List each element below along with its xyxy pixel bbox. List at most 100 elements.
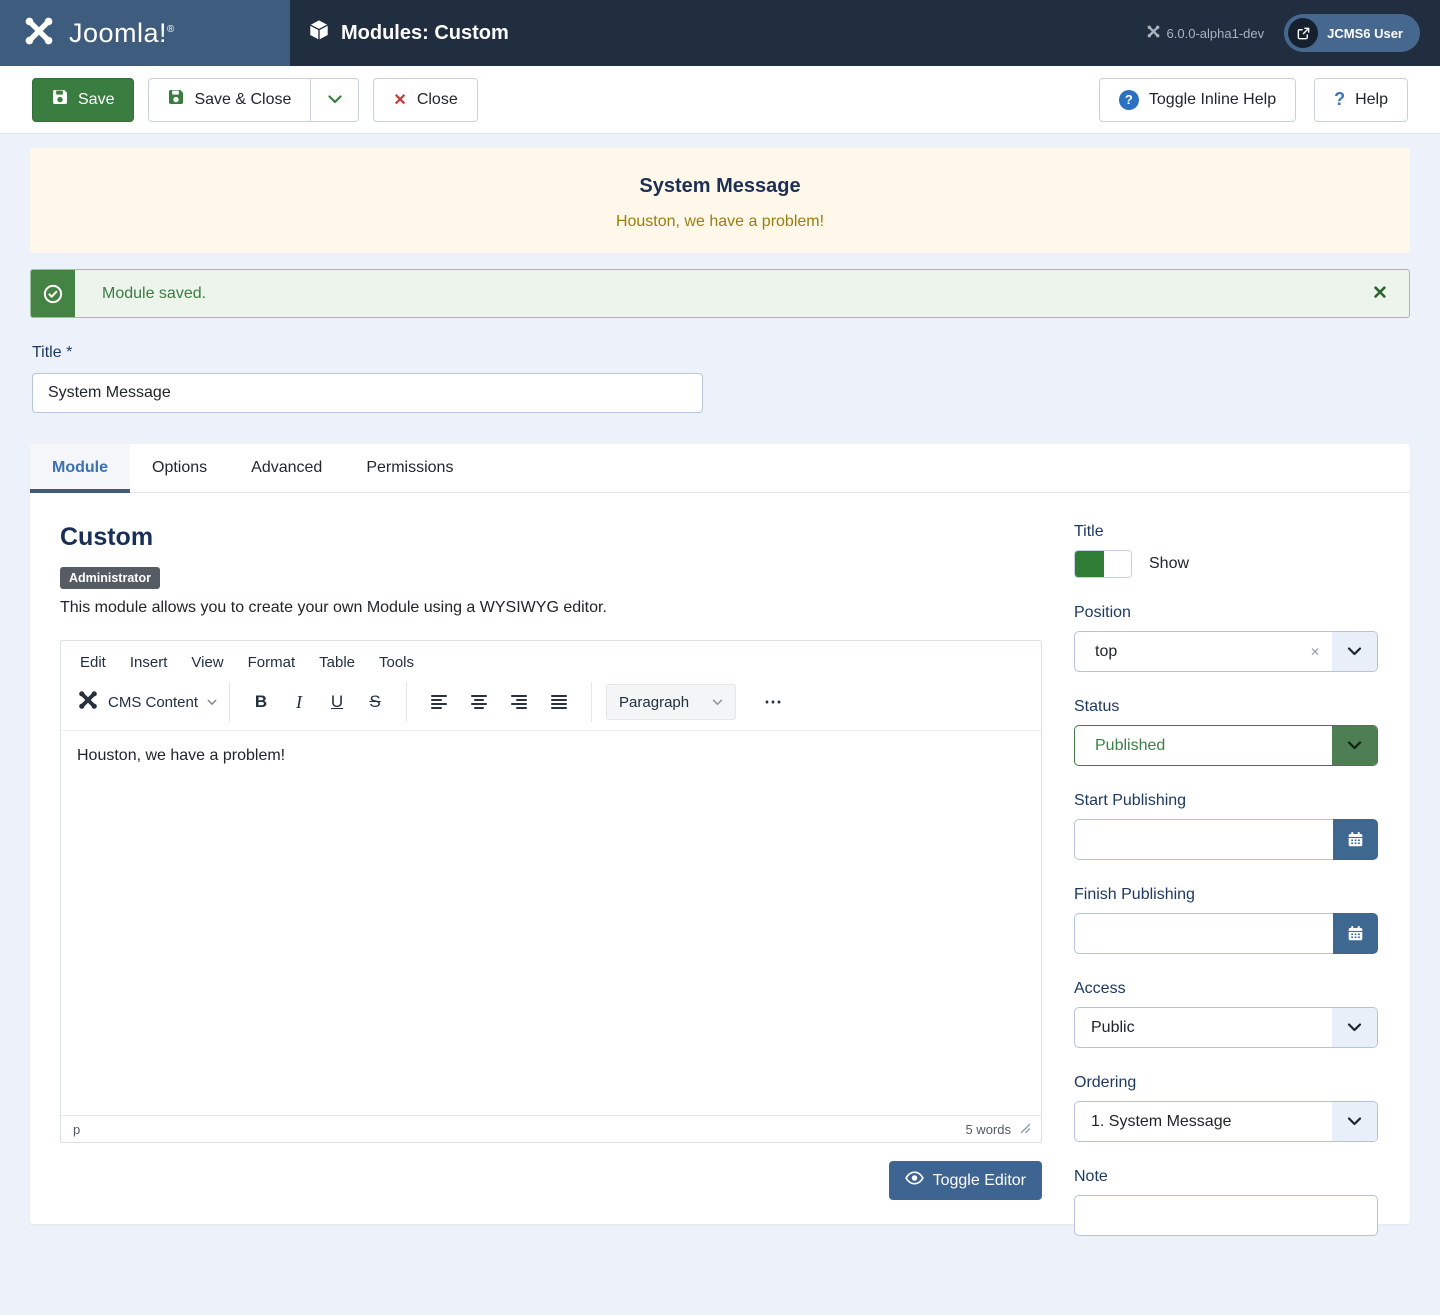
chevron-down-icon[interactable] — [1332, 1008, 1377, 1047]
toggle-editor-label: Toggle Editor — [932, 1171, 1026, 1189]
cms-content-dropdown[interactable]: CMS Content — [73, 685, 221, 719]
chevron-down-icon[interactable] — [1332, 726, 1377, 765]
paragraph-style-dropdown[interactable]: Paragraph — [606, 684, 737, 720]
toggle-editor-button[interactable]: Toggle Editor — [888, 1161, 1042, 1200]
user-menu-button[interactable]: JCMS6 User — [1284, 14, 1420, 52]
menu-view[interactable]: View — [182, 649, 232, 676]
page-title-text: Modules: Custom — [341, 21, 509, 44]
bold-button[interactable]: B — [244, 685, 278, 719]
word-count[interactable]: 5 words — [965, 1121, 1011, 1137]
system-message-body: Houston, we have a problem! — [615, 213, 825, 230]
title-field-label: Title * — [32, 344, 73, 361]
module-tab-panel: Custom Administrator This module allows … — [30, 493, 1410, 1236]
menu-tools[interactable]: Tools — [370, 649, 423, 676]
note-field: Note — [1074, 1168, 1378, 1236]
alert-close-button[interactable]: ✕ — [1351, 270, 1409, 317]
calendar-icon[interactable] — [1333, 819, 1378, 860]
start-publishing-field: Start Publishing — [1074, 792, 1378, 860]
tab-module[interactable]: Module — [30, 444, 130, 493]
align-left-icon[interactable] — [421, 685, 457, 719]
finish-publishing-label: Finish Publishing — [1074, 886, 1195, 903]
menu-edit[interactable]: Edit — [71, 649, 115, 676]
client-badge: Administrator — [60, 567, 160, 589]
editor-menubar: Edit Insert View Format Table Tools — [61, 641, 1041, 678]
user-label: JCMS6 User — [1327, 25, 1403, 41]
finish-publishing-input[interactable] — [1074, 913, 1333, 954]
toggle-inline-help-button[interactable]: ? Toggle Inline Help — [1098, 77, 1297, 122]
align-justify-icon[interactable] — [541, 685, 577, 719]
chevron-down-icon[interactable] — [1332, 632, 1377, 671]
status-select[interactable]: Published — [1074, 725, 1378, 766]
underline-button[interactable]: U — [320, 685, 354, 719]
module-type-heading: Custom — [60, 523, 154, 551]
action-toolbar: Save Save & Close ✕ Clos — [0, 66, 1440, 134]
menu-insert[interactable]: Insert — [121, 649, 177, 676]
clear-x-icon[interactable]: ✕ — [1309, 644, 1320, 659]
toggle-on-indicator — [1075, 551, 1104, 577]
access-field: Access Public — [1074, 980, 1378, 1048]
close-button[interactable]: ✕ Close — [373, 77, 478, 122]
finish-publishing-field: Finish Publishing — [1074, 886, 1378, 954]
save-options-dropdown-button[interactable] — [311, 77, 360, 122]
align-right-icon[interactable] — [501, 685, 537, 719]
editor-content-area[interactable]: Houston, we have a problem! — [61, 730, 1041, 1115]
chevron-down-icon[interactable] — [1332, 1102, 1377, 1141]
italic-button[interactable]: I — [282, 685, 316, 719]
status-value: Published — [1095, 736, 1166, 754]
version-text: 6.0.0-alpha1-dev — [1166, 25, 1265, 41]
align-center-icon[interactable] — [461, 685, 497, 719]
access-value: Public — [1091, 1018, 1135, 1036]
strikethrough-button[interactable]: S — [358, 685, 392, 719]
element-path[interactable]: p — [73, 1121, 81, 1137]
show-title-label: Title — [1074, 523, 1104, 540]
system-message-title: System Message — [639, 175, 801, 197]
tab-bar: Module Options Advanced Permissions — [30, 444, 1410, 493]
save-close-split-button: Save & Close — [148, 77, 360, 122]
access-select[interactable]: Public — [1074, 1007, 1378, 1048]
position-label: Position — [1074, 604, 1131, 621]
save-and-close-button[interactable]: Save & Close — [148, 77, 312, 122]
title-input[interactable] — [32, 373, 703, 413]
joomla-editor-icon — [77, 689, 99, 715]
help-label: Help — [1355, 90, 1388, 108]
start-publishing-input[interactable] — [1074, 819, 1333, 860]
note-input[interactable] — [1074, 1195, 1378, 1236]
help-button[interactable]: ? Help — [1314, 77, 1408, 122]
close-x-icon: ✕ — [393, 91, 407, 109]
header-right: 6.0.0-alpha1-dev JCMS6 User — [1146, 14, 1420, 52]
menu-format[interactable]: Format — [239, 649, 305, 676]
menu-table[interactable]: Table — [310, 649, 364, 676]
joomla-mini-icon — [1146, 24, 1161, 42]
start-publishing-label: Start Publishing — [1074, 792, 1187, 809]
joomla-version: 6.0.0-alpha1-dev — [1146, 24, 1265, 42]
position-select[interactable]: top ✕ — [1074, 631, 1378, 672]
joomla-brand[interactable]: Joomla!® — [0, 0, 290, 66]
help-circle-icon: ? — [1118, 89, 1139, 110]
ordering-field: Ordering 1. System Message — [1074, 1074, 1378, 1142]
save-button[interactable]: Save — [32, 77, 135, 122]
show-title-toggle[interactable] — [1074, 550, 1132, 578]
tab-options[interactable]: Options — [130, 444, 229, 492]
more-tools-button[interactable]: ⋯ — [752, 692, 795, 713]
resize-handle-icon[interactable] — [1020, 1122, 1031, 1137]
module-description: This module allows you to create your ow… — [60, 599, 607, 616]
calendar-icon[interactable] — [1333, 913, 1378, 954]
page-content: System Message Houston, we have a proble… — [0, 134, 1440, 1236]
save-label: Save — [78, 90, 115, 108]
title-field-group: Title * — [32, 344, 1410, 413]
check-circle-icon — [31, 270, 75, 317]
toolbar-separator — [406, 682, 408, 722]
question-mark-icon: ? — [1334, 89, 1346, 109]
position-value: top — [1095, 642, 1118, 660]
show-title-state: Show — [1149, 555, 1190, 572]
save-close-floppy-icon — [168, 89, 184, 110]
tab-permissions[interactable]: Permissions — [344, 444, 475, 492]
settings-column: Title Show Position top ✕ Status — [1074, 523, 1378, 1236]
position-field: Position top ✕ — [1074, 604, 1378, 672]
ordering-select[interactable]: 1. System Message — [1074, 1101, 1378, 1142]
tab-advanced[interactable]: Advanced — [229, 444, 344, 492]
close-label: Close — [416, 90, 458, 108]
editor-column: Custom Administrator This module allows … — [60, 523, 1042, 1224]
chevron-down-icon — [712, 699, 723, 705]
success-alert: Module saved. ✕ — [30, 269, 1410, 318]
